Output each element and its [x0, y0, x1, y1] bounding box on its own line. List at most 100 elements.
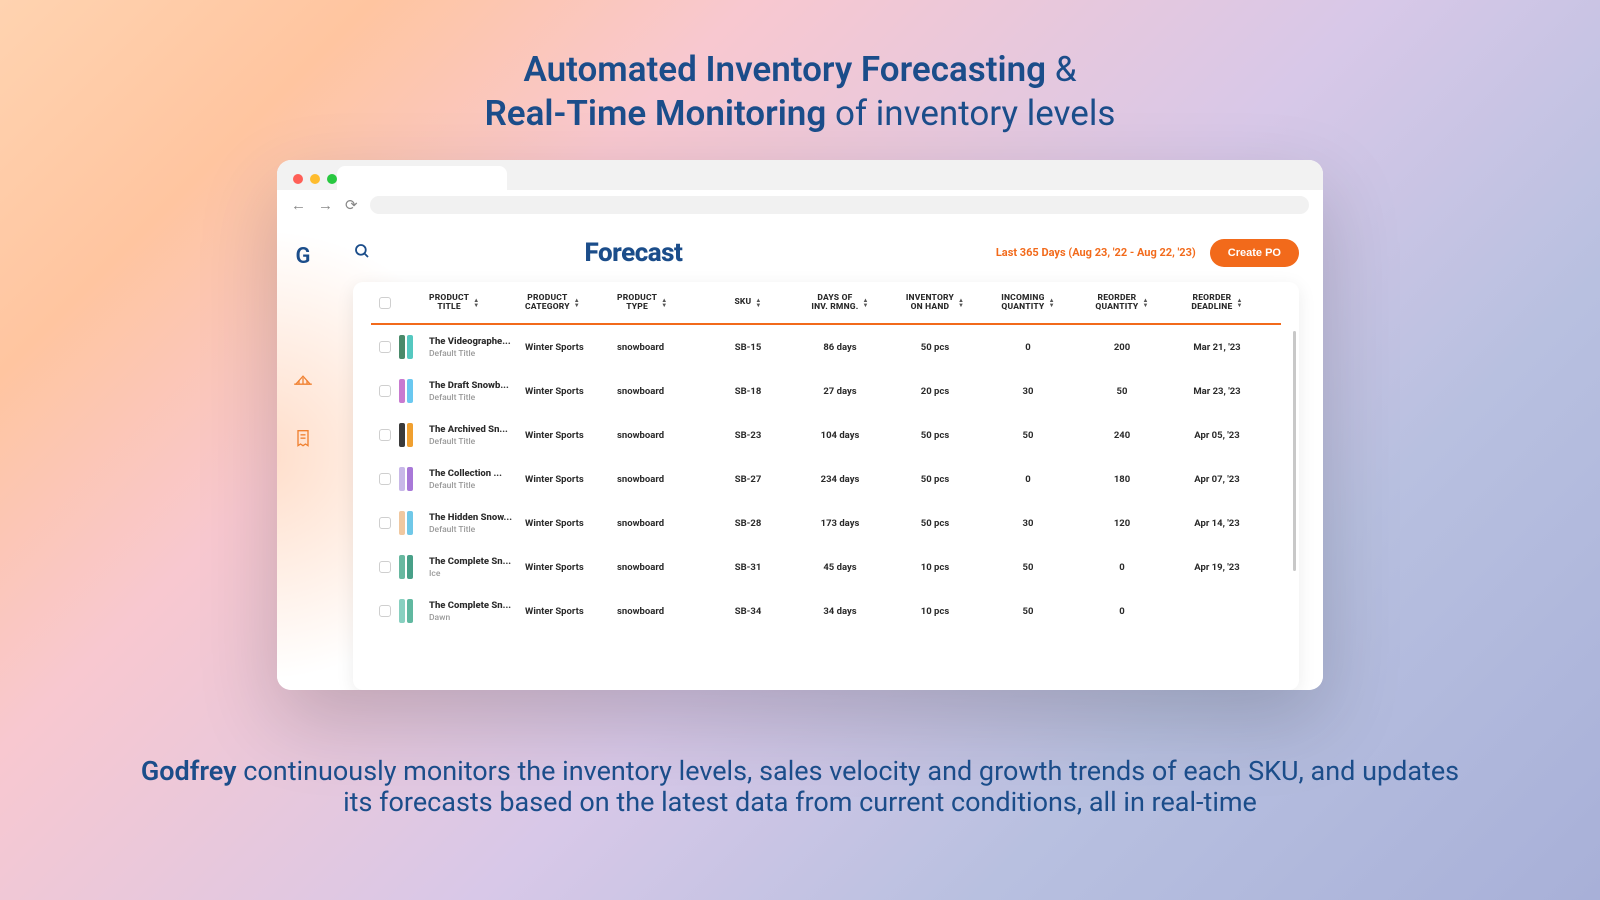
cell-incoming: 0 — [981, 342, 1075, 353]
product-thumbnail-icon — [399, 467, 413, 491]
cell-deadline: Apr 05, '23 — [1169, 430, 1265, 441]
minimize-icon[interactable] — [310, 174, 320, 184]
table-row[interactable]: The Collection ... Default Title Winter … — [353, 457, 1299, 501]
table-row[interactable]: The Archived Sn... Default Title Winter … — [353, 413, 1299, 457]
reload-icon[interactable]: ⟳ — [345, 196, 358, 214]
cell-incoming: 30 — [981, 386, 1075, 397]
th-reqty[interactable]: REORDERQUANTITY — [1095, 294, 1138, 314]
sort-icon[interactable]: ▲▼ — [755, 299, 761, 307]
traffic-lights — [293, 174, 337, 184]
th-onhand[interactable]: INVENTORYON HAND — [906, 294, 954, 314]
browser-window: ← → ⟳ G — [277, 160, 1323, 690]
maximize-icon[interactable] — [327, 174, 337, 184]
sort-icon[interactable]: ▲▼ — [1236, 299, 1242, 307]
cell-incoming: 50 — [981, 430, 1075, 441]
cell-deadline: Apr 14, '23 — [1169, 518, 1265, 529]
row-checkbox[interactable] — [379, 605, 391, 617]
product-subtitle: Default Title — [429, 437, 525, 447]
hero-bold-1: Automated Inventory Forecasting — [523, 49, 1046, 90]
row-checkbox[interactable] — [379, 341, 391, 353]
footer-brand: Godfrey — [141, 755, 237, 787]
table-row[interactable]: The Draft Snowb... Default Title Winter … — [353, 369, 1299, 413]
product-subtitle: Ice — [429, 569, 525, 579]
cell-type: snowboard — [617, 342, 705, 353]
cell-sku: SB-34 — [705, 606, 791, 617]
cell-days: 234 days — [791, 474, 889, 485]
product-subtitle: Dawn — [429, 613, 525, 623]
product-title: The Draft Snowb... — [429, 380, 525, 391]
cell-sku: SB-27 — [705, 474, 791, 485]
sort-icon[interactable]: ▲▼ — [574, 299, 580, 307]
row-checkbox[interactable] — [379, 429, 391, 441]
cell-category: Winter Sports — [525, 562, 617, 573]
row-checkbox[interactable] — [379, 561, 391, 573]
product-subtitle: Default Title — [429, 393, 525, 403]
cell-reqty: 180 — [1075, 474, 1169, 485]
row-checkbox[interactable] — [379, 517, 391, 529]
browser-chrome: ← → ⟳ — [277, 160, 1323, 220]
table-row[interactable]: The Complete Sn... Ice Winter Sports sno… — [353, 545, 1299, 589]
product-subtitle: Default Title — [429, 349, 525, 359]
cell-onhand: 50 pcs — [889, 474, 981, 485]
cell-type: snowboard — [617, 430, 705, 441]
cell-reqty: 0 — [1075, 606, 1169, 617]
cell-sku: SB-28 — [705, 518, 791, 529]
sort-icon[interactable]: ▲▼ — [473, 299, 479, 307]
cell-incoming: 0 — [981, 474, 1075, 485]
cell-deadline: Mar 23, '23 — [1169, 386, 1265, 397]
orders-nav-icon[interactable] — [294, 429, 312, 449]
create-po-button[interactable]: Create PO — [1210, 239, 1299, 267]
footer-caption: Godfrey continuously monitors the invent… — [0, 756, 1600, 818]
product-thumbnail-icon — [399, 335, 413, 359]
close-icon[interactable] — [293, 174, 303, 184]
th-type[interactable]: PRODUCTTYPE — [617, 294, 657, 314]
product-thumbnail-icon — [399, 555, 413, 579]
product-title: The Hidden Snow... — [429, 512, 525, 523]
th-category[interactable]: PRODUCTCATEGORY — [525, 294, 570, 314]
sidebar: G — [277, 220, 329, 690]
sort-icon[interactable]: ▲▼ — [1142, 299, 1148, 307]
th-days[interactable]: DAYS OFINV. RMNG. — [811, 294, 858, 314]
sort-icon[interactable]: ▲▼ — [958, 299, 964, 307]
cell-days: 173 days — [791, 518, 889, 529]
sort-icon[interactable]: ▲▼ — [1049, 299, 1055, 307]
table-row[interactable]: The Hidden Snow... Default Title Winter … — [353, 501, 1299, 545]
select-all-checkbox[interactable] — [379, 297, 391, 309]
product-title: The Complete Sn... — [429, 556, 525, 567]
sort-icon[interactable]: ▲▼ — [862, 299, 868, 307]
cell-sku: SB-23 — [705, 430, 791, 441]
row-checkbox[interactable] — [379, 473, 391, 485]
th-title[interactable]: PRODUCTTITLE — [429, 294, 469, 314]
scrollbar[interactable] — [1293, 331, 1296, 571]
cell-days: 86 days — [791, 342, 889, 353]
cell-onhand: 50 pcs — [889, 430, 981, 441]
cell-incoming: 30 — [981, 518, 1075, 529]
sort-icon[interactable]: ▲▼ — [661, 299, 667, 307]
cell-type: snowboard — [617, 386, 705, 397]
cell-deadline: Mar 21, '23 — [1169, 342, 1265, 353]
table-row[interactable]: The Complete Sn... Dawn Winter Sports sn… — [353, 589, 1299, 633]
date-range[interactable]: Last 365 Days (Aug 23, '22 - Aug 22, '23… — [996, 246, 1196, 259]
back-icon[interactable]: ← — [291, 196, 306, 214]
logo[interactable]: G — [296, 244, 311, 269]
table-header: PRODUCTTITLE ▲▼ PRODUCTCATEGORY ▲▼ PRODUCT… — [353, 282, 1299, 324]
forward-icon[interactable]: → — [318, 196, 333, 214]
cell-incoming: 50 — [981, 562, 1075, 573]
cell-onhand: 10 pcs — [889, 606, 981, 617]
cell-deadline: Apr 07, '23 — [1169, 474, 1265, 485]
cell-onhand: 20 pcs — [889, 386, 981, 397]
cell-incoming: 50 — [981, 606, 1075, 617]
cell-category: Winter Sports — [525, 474, 617, 485]
cell-days: 34 days — [791, 606, 889, 617]
forecast-nav-icon[interactable] — [293, 373, 313, 389]
table-row[interactable]: The Videographe... Default Title Winter … — [353, 325, 1299, 369]
browser-tab[interactable] — [337, 166, 507, 192]
th-incoming[interactable]: INCOMINGQUANTITY — [1001, 294, 1044, 314]
cell-onhand: 50 pcs — [889, 518, 981, 529]
row-checkbox[interactable] — [379, 385, 391, 397]
th-deadline[interactable]: REORDERDEADLINE — [1191, 294, 1232, 314]
th-sku[interactable]: SKU — [734, 298, 751, 308]
cell-type: snowboard — [617, 606, 705, 617]
cell-days: 104 days — [791, 430, 889, 441]
address-bar[interactable] — [370, 196, 1309, 214]
